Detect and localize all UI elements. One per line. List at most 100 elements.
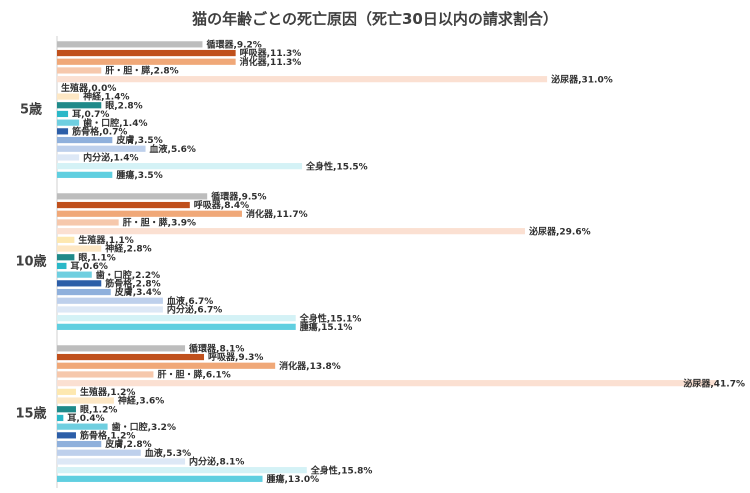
bar	[57, 458, 186, 465]
chart-title: 猫の年齢ごとの死亡原因（死亡30日以内の請求割合）	[192, 10, 558, 28]
bar	[57, 288, 111, 296]
bar	[57, 345, 186, 352]
data-label: 眼,2.8%	[105, 100, 142, 111]
data-label: 血液,5.6%	[150, 143, 196, 155]
bar	[57, 102, 102, 109]
bar	[57, 414, 64, 422]
data-label: 耳,0.6%	[70, 261, 107, 272]
data-label: 筋骨格,1.2%	[79, 430, 135, 442]
data-label: 泌尿器,29.6%	[529, 225, 591, 237]
group-label: 15歳	[15, 406, 46, 422]
data-label: 神経,3.6%	[118, 395, 164, 407]
data-label: 全身性,15.1%	[299, 312, 362, 324]
data-label: 呼吸器,9.3%	[208, 351, 263, 363]
bar	[57, 353, 205, 361]
data-label: 皮膚,2.8%	[104, 438, 151, 450]
data-label: 筋骨格,0.7%	[71, 126, 127, 138]
bar	[57, 475, 263, 482]
bar	[57, 93, 80, 100]
bar	[57, 397, 114, 404]
data-label: 全身性,15.5%	[305, 160, 368, 172]
bar	[57, 76, 548, 83]
bar	[57, 245, 102, 252]
data-label: 歯・口腔,2.2%	[96, 269, 160, 281]
bar	[57, 210, 242, 217]
bar	[57, 388, 76, 395]
bar	[57, 110, 69, 118]
data-label: 内分泌,1.4%	[83, 152, 138, 164]
data-label: 消化器,11.7%	[246, 208, 308, 220]
data-label: 循環器,9.5%	[211, 191, 266, 203]
data-label: 眼,1.1%	[78, 252, 115, 263]
group-label: 10歳	[15, 254, 46, 270]
data-label: 歯・口腔,1.4%	[83, 117, 147, 129]
data-label: 血液,5.3%	[145, 447, 191, 459]
data-label: 皮膚,3.5%	[115, 134, 162, 146]
bar	[57, 119, 80, 126]
bar	[57, 323, 296, 330]
data-label: 血液,6.7%	[167, 295, 213, 307]
bar	[57, 406, 76, 413]
bar	[57, 371, 154, 378]
bar	[57, 136, 113, 144]
data-label: 皮膚,3.4%	[114, 286, 161, 298]
bar	[57, 145, 146, 152]
data-label: 内分泌,8.1%	[189, 456, 244, 468]
bar	[57, 280, 102, 287]
bar	[57, 380, 717, 387]
data-label: 消化器,11.3%	[240, 56, 302, 68]
data-label: 歯・口腔,3.2%	[112, 421, 176, 433]
bar	[57, 41, 203, 48]
data-label: 生殖器,0.0%	[61, 82, 116, 94]
bar	[57, 297, 163, 304]
data-label: 循環器,8.1%	[189, 343, 244, 355]
data-label: 呼吸器,11.3%	[240, 47, 302, 59]
bar	[57, 163, 303, 170]
data-label: 生殖器,1.2%	[80, 386, 135, 398]
data-label: 筋骨格,2.8%	[104, 278, 160, 290]
data-label: 腫瘍,15.1%	[300, 321, 353, 333]
bar	[57, 254, 75, 261]
data-label: 肝・胆・膵,6.1%	[157, 369, 230, 381]
bar	[57, 432, 76, 439]
bar	[57, 423, 108, 430]
data-label: 泌尿器,41.7%	[683, 377, 745, 389]
data-label: 生殖器,1.1%	[78, 234, 133, 246]
data-label: 腫瘍,3.5%	[116, 169, 162, 181]
bar	[57, 128, 69, 135]
data-label: 消化器,13.8%	[279, 360, 341, 372]
group-label: 5歳	[20, 102, 42, 118]
bar	[57, 219, 119, 226]
bar	[57, 228, 525, 235]
data-label: 泌尿器,31.0%	[551, 73, 613, 85]
bar	[57, 67, 102, 74]
bar	[57, 154, 80, 161]
data-label: 呼吸器,8.4%	[194, 199, 249, 211]
data-label: 神経,1.4%	[83, 91, 129, 103]
bar	[57, 58, 236, 65]
bar	[57, 201, 190, 209]
bar	[57, 467, 307, 474]
data-label: 全身性,15.8%	[310, 464, 373, 476]
bar	[57, 49, 236, 57]
bar	[57, 362, 276, 369]
data-label: 肝・胆・膵,2.8%	[105, 65, 178, 77]
bar	[57, 171, 113, 178]
bar	[57, 236, 75, 243]
bar	[57, 306, 163, 313]
bar	[57, 315, 296, 322]
data-label: 内分泌,6.7%	[167, 304, 222, 316]
bar	[57, 449, 141, 456]
bar	[57, 193, 208, 200]
data-label: 肝・胆・膵,3.9%	[123, 217, 196, 229]
data-label: 眼,1.2%	[80, 404, 117, 415]
data-label: 耳,0.4%	[67, 413, 104, 424]
data-label: 神経,2.8%	[105, 243, 151, 255]
bar	[57, 271, 92, 278]
data-label: 腫瘍,13.0%	[267, 473, 320, 485]
bar	[57, 262, 67, 270]
data-label: 循環器,9.2%	[206, 39, 261, 51]
bar	[57, 440, 102, 448]
